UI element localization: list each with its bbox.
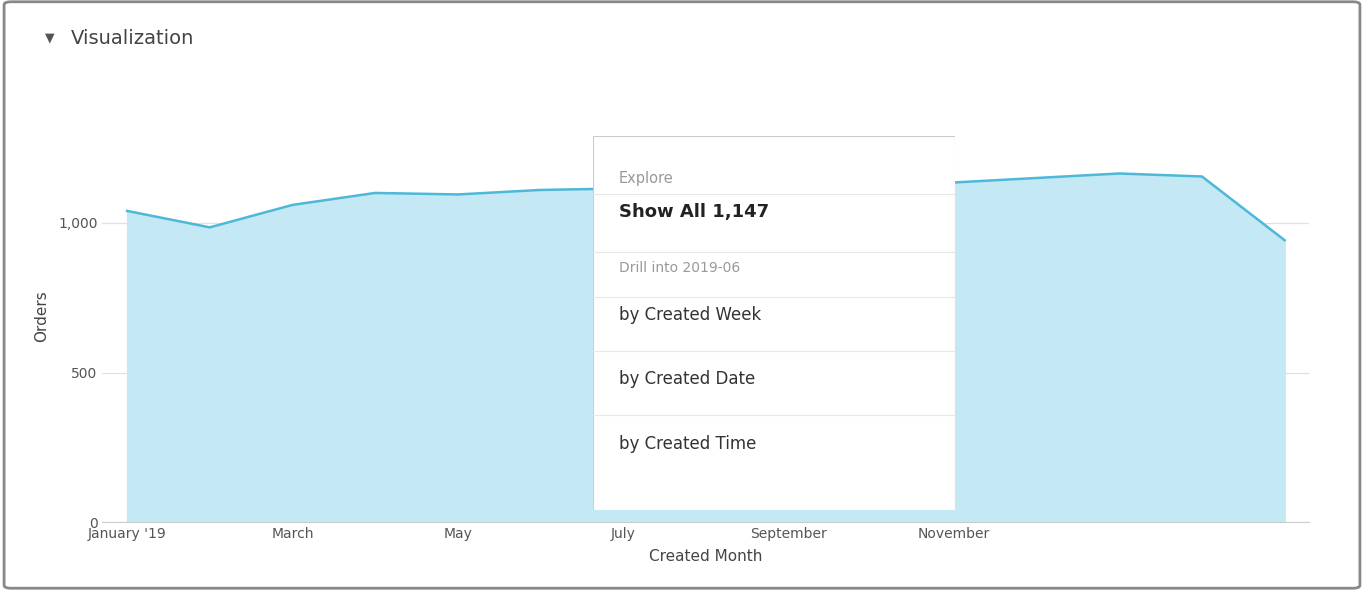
Text: by Created Time: by Created Time [619,435,756,454]
X-axis label: Created Month: Created Month [649,549,762,565]
FancyBboxPatch shape [593,136,955,510]
Text: Explore: Explore [619,171,674,186]
Text: by Created Week: by Created Week [619,306,761,324]
Y-axis label: Orders: Orders [34,290,49,342]
Text: by Created Date: by Created Date [619,370,754,388]
Text: Drill into 2019-06: Drill into 2019-06 [619,261,739,275]
Text: Show All 1,147: Show All 1,147 [619,203,769,221]
FancyBboxPatch shape [4,2,1360,588]
Text: ▼: ▼ [45,32,55,45]
Text: Visualization: Visualization [71,29,194,48]
